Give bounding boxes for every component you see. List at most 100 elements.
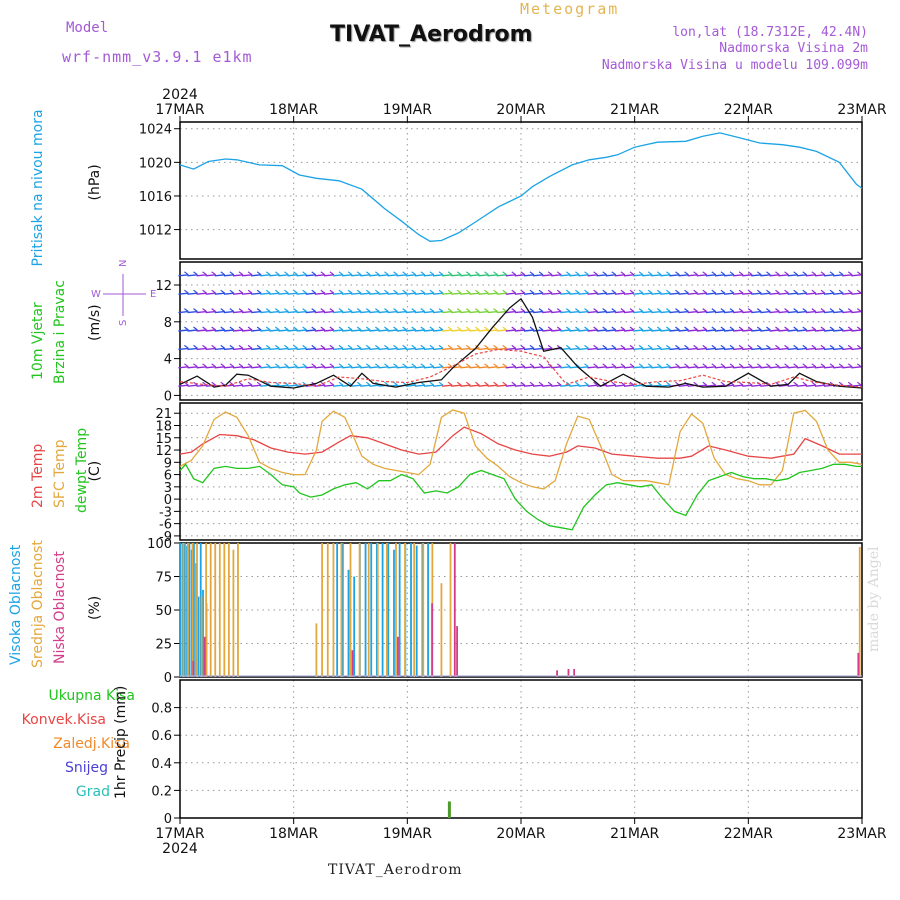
wind-arrow	[405, 292, 416, 295]
temp-ylabel-3: dewpt Temp	[74, 428, 90, 513]
wind-arrow	[714, 347, 725, 351]
wind-arrow	[296, 347, 307, 351]
wind-arrow	[460, 329, 471, 332]
wind-arrow-head	[538, 289, 544, 294]
wind-arrow-head	[493, 381, 498, 386]
wind-arrow	[178, 274, 189, 277]
wind-arrow-head	[375, 326, 380, 331]
meteogram-label: Meteogram	[520, 0, 620, 18]
wind-arrow	[532, 274, 544, 277]
wind-arrow	[478, 292, 489, 295]
compass-s: S	[118, 320, 129, 326]
wind-arrow	[778, 310, 789, 314]
wind-arrow-head	[738, 363, 744, 368]
wind-arrow-head	[465, 326, 471, 331]
wind-arrow-head	[438, 271, 444, 276]
wind-arrow-head	[684, 363, 689, 368]
wind-arrow-head	[729, 363, 735, 368]
wind-arrow-head	[456, 308, 462, 313]
wind-arrow-head	[620, 363, 626, 368]
wind-arrow	[496, 274, 507, 277]
ytick-label: 100	[147, 537, 172, 552]
wind-arrow	[587, 366, 598, 369]
wind-arrow-head	[202, 308, 207, 313]
wind-arrow	[251, 310, 262, 314]
wind-arrow	[414, 274, 425, 277]
wind-arrow-head	[811, 289, 817, 294]
wind-arrow	[623, 329, 635, 332]
ytick-label: 25	[155, 638, 172, 653]
compass-e: E	[150, 289, 156, 300]
wind-arrow-head	[702, 308, 708, 313]
wind-arrow	[642, 347, 653, 351]
wind-arrow-head	[811, 326, 817, 331]
wind-arrow	[378, 366, 389, 369]
wind-arrow-head	[829, 308, 835, 313]
wind-arrow-head	[265, 271, 271, 276]
wind-arrow-head	[447, 308, 453, 313]
wind-arrow	[269, 329, 280, 332]
wind-arrow-head	[611, 308, 617, 313]
panel-precip: 0 0.2 0.4 0.6 0.8 Ukupna Kisa Konvek.Kisa Zaled…	[22, 679, 887, 857]
wind-arrow	[314, 347, 325, 351]
wind-arrow-head	[611, 289, 617, 294]
wind-arrow-head	[347, 289, 353, 294]
wind-arrow-head	[766, 271, 771, 276]
wind-arrow-head	[684, 326, 689, 331]
wind-arrow-head	[638, 344, 644, 349]
wind-arrow-head	[529, 381, 535, 386]
compass-n: N	[118, 260, 129, 267]
temp-line-2m-temp	[179, 426, 862, 459]
ytick-label: 1024	[139, 123, 172, 138]
wind-arrow	[369, 347, 380, 351]
wind-arrow	[405, 274, 416, 277]
wind-arrow	[596, 292, 607, 295]
wind-arrow-head	[265, 381, 271, 386]
wind-arrow-head	[784, 308, 789, 313]
xtick-bottom-label: 20MAR	[496, 826, 545, 842]
wind-arrow	[387, 366, 398, 369]
wind-arrow-head	[265, 363, 271, 368]
wind-arrow-head	[665, 344, 671, 349]
wind-arrow-head	[247, 308, 253, 313]
wind-arrow-head	[584, 344, 589, 349]
wind-arrow-head	[338, 363, 344, 368]
wind-arrow-head	[538, 271, 544, 276]
wind-arrows	[178, 271, 862, 387]
ytick-label: 12	[155, 279, 172, 294]
wind-arrow	[578, 347, 589, 351]
wind-arrow-head	[647, 289, 653, 294]
wind-arrow	[687, 329, 698, 332]
wind-arrow-head	[256, 363, 262, 368]
wind-arrow-head	[847, 308, 853, 313]
wind-arrow-head	[529, 271, 535, 276]
wind-arrow-head	[738, 289, 744, 294]
wind-arrow-head	[838, 308, 844, 313]
wind-arrow-head	[766, 363, 771, 368]
wind-arrow	[260, 274, 271, 277]
lonlat-info: lon,lat (18.7312E, 42.4N)	[672, 25, 868, 40]
wind-arrow	[787, 347, 798, 351]
cloud-ylabel-3: Niska Oblacnost	[52, 551, 68, 664]
wind-arrow	[723, 292, 735, 295]
wind-arrow	[360, 384, 371, 387]
wind-arrow	[460, 366, 471, 369]
wind-arrow-head	[775, 289, 780, 294]
wind-arrow	[423, 366, 434, 369]
wind-arrow	[514, 329, 525, 332]
wind-arrow-head	[720, 363, 726, 368]
wind-arrow	[569, 292, 580, 295]
wind-arrow-head	[302, 289, 307, 294]
wind-arrow-head	[711, 308, 717, 313]
wind-arrow-head	[511, 271, 517, 276]
wind-arrow	[651, 366, 662, 369]
wind-arrow-head	[711, 289, 717, 294]
wind-arrow-head	[738, 344, 744, 349]
wind-arrow-head	[211, 271, 217, 276]
wind-arrow-head	[347, 308, 353, 313]
wind-arrow	[278, 347, 289, 351]
wind-arrow-head	[656, 308, 662, 313]
wind-arrow	[614, 384, 625, 387]
wind-arrow	[769, 329, 780, 332]
wind-arrow-head	[502, 289, 508, 294]
